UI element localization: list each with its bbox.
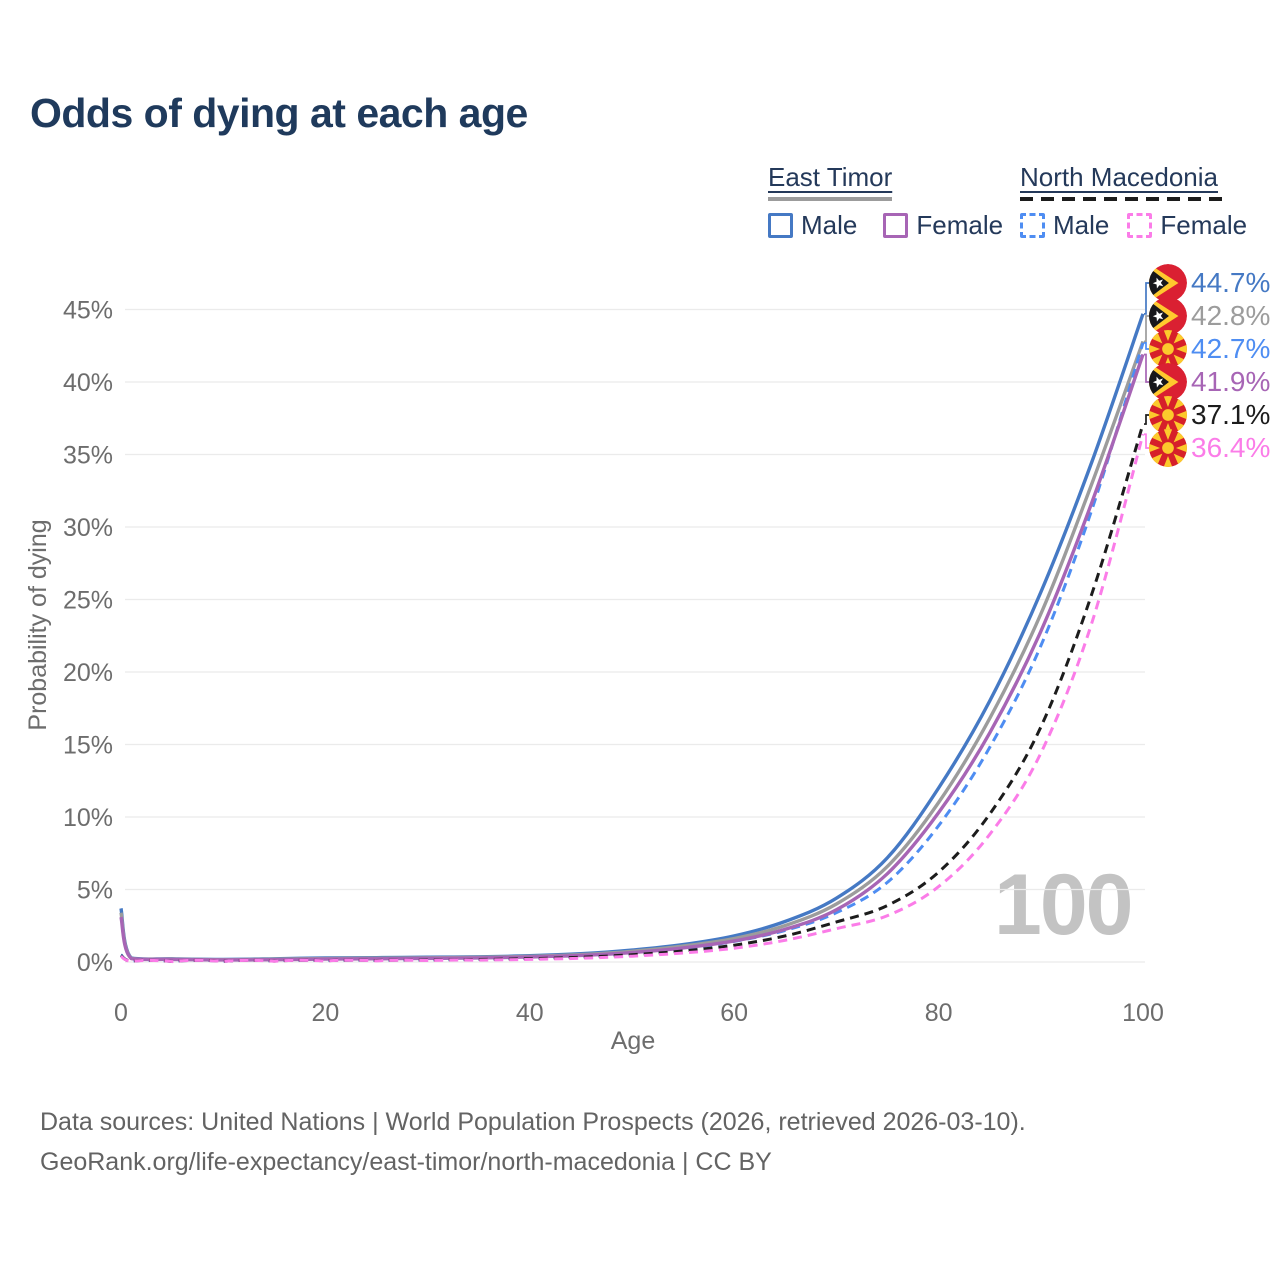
x-tick-label: 100	[1122, 999, 1164, 1027]
end-label-connector	[1144, 342, 1149, 350]
x-tick-label: 20	[311, 999, 339, 1027]
end-label-value: 41.9%	[1191, 366, 1270, 397]
legend-group-north-macedonia: North Macedonia Male Female	[1020, 162, 1247, 241]
legend-group-east-timor: East Timor Male Female	[768, 162, 1003, 241]
series-line-north-macedonia-female	[120, 433, 1145, 964]
series-line-north-macedonia-both-sexes	[120, 423, 1145, 963]
y-tick-label: 40%	[63, 369, 113, 397]
end-label-connector	[1144, 414, 1149, 425]
legend-item-label: Female	[1160, 210, 1248, 240]
series-line-north-macedonia-male	[119, 342, 1145, 963]
y-tick-label: 15%	[63, 732, 113, 760]
end-label-connector	[1144, 353, 1149, 383]
legend-underline-east-timor	[768, 197, 892, 201]
age-watermark: 100	[994, 857, 1133, 953]
x-tick-label: 80	[925, 999, 953, 1027]
north-macedonia-flag-icon	[1149, 429, 1187, 467]
legend-item-east-timor-female[interactable]: Female	[883, 210, 1003, 241]
y-tick-label: 0%	[77, 949, 113, 977]
y-tick-label: 25%	[63, 587, 113, 615]
legend-header-north-macedonia[interactable]: North Macedonia	[1020, 162, 1218, 192]
legend-item-north-macedonia-female[interactable]: Female	[1127, 210, 1247, 241]
y-tick-label: 45%	[63, 297, 113, 325]
end-label-value: 37.1%	[1191, 399, 1270, 430]
line-swatch-icon	[1020, 213, 1045, 238]
y-tick-label: 10%	[63, 804, 113, 832]
page-title: Odds of dying at each age	[30, 90, 528, 136]
legend-item-east-timor-male[interactable]: Male	[768, 210, 857, 241]
end-label-connector	[1144, 282, 1149, 315]
line-swatch-icon	[768, 213, 793, 238]
north-macedonia-flag-icon	[1149, 330, 1187, 368]
series-line-east-timor-both-sexes	[119, 340, 1145, 962]
footer-source-line: Data sources: United Nations | World Pop…	[40, 1108, 1026, 1136]
east-timor-flag-icon	[1149, 264, 1187, 302]
y-tick-label: 30%	[63, 514, 113, 542]
end-label-value: 42.7%	[1191, 333, 1270, 364]
east-timor-flag-icon	[1149, 297, 1187, 335]
y-tick-label: 35%	[63, 442, 113, 470]
legend-item-label: Male	[1053, 210, 1110, 240]
legend-header-east-timor[interactable]: East Timor	[768, 162, 893, 192]
y-tick-label: 5%	[77, 877, 113, 905]
end-label-value: 42.8%	[1191, 300, 1270, 331]
legend-item-north-macedonia-male[interactable]: Male	[1020, 210, 1109, 241]
end-label-value: 36.4%	[1191, 432, 1270, 463]
footer-url-line: GeoRank.org/life-expectancy/east-timor/n…	[40, 1148, 772, 1176]
y-tick-label: 20%	[63, 659, 113, 687]
end-label-value: 44.7%	[1191, 267, 1270, 298]
legend-underline-north-macedonia	[1020, 197, 1222, 201]
x-tick-label: 0	[114, 999, 128, 1027]
legend-item-label: Female	[916, 210, 1004, 240]
line-swatch-icon	[1127, 213, 1153, 238]
x-axis-title: Age	[611, 1027, 655, 1055]
x-tick-label: 40	[516, 999, 544, 1027]
end-label-connector	[1144, 433, 1149, 449]
legend-item-label: Male	[801, 210, 858, 240]
line-swatch-icon	[883, 213, 909, 238]
end-label-connector	[1144, 315, 1149, 343]
x-tick-label: 60	[720, 999, 748, 1027]
north-macedonia-flag-icon	[1149, 396, 1187, 434]
series-line-east-timor-male	[119, 313, 1145, 962]
series-line-east-timor-female	[119, 353, 1145, 962]
y-axis-title: Probability of dying	[24, 519, 52, 730]
east-timor-flag-icon	[1149, 363, 1187, 401]
